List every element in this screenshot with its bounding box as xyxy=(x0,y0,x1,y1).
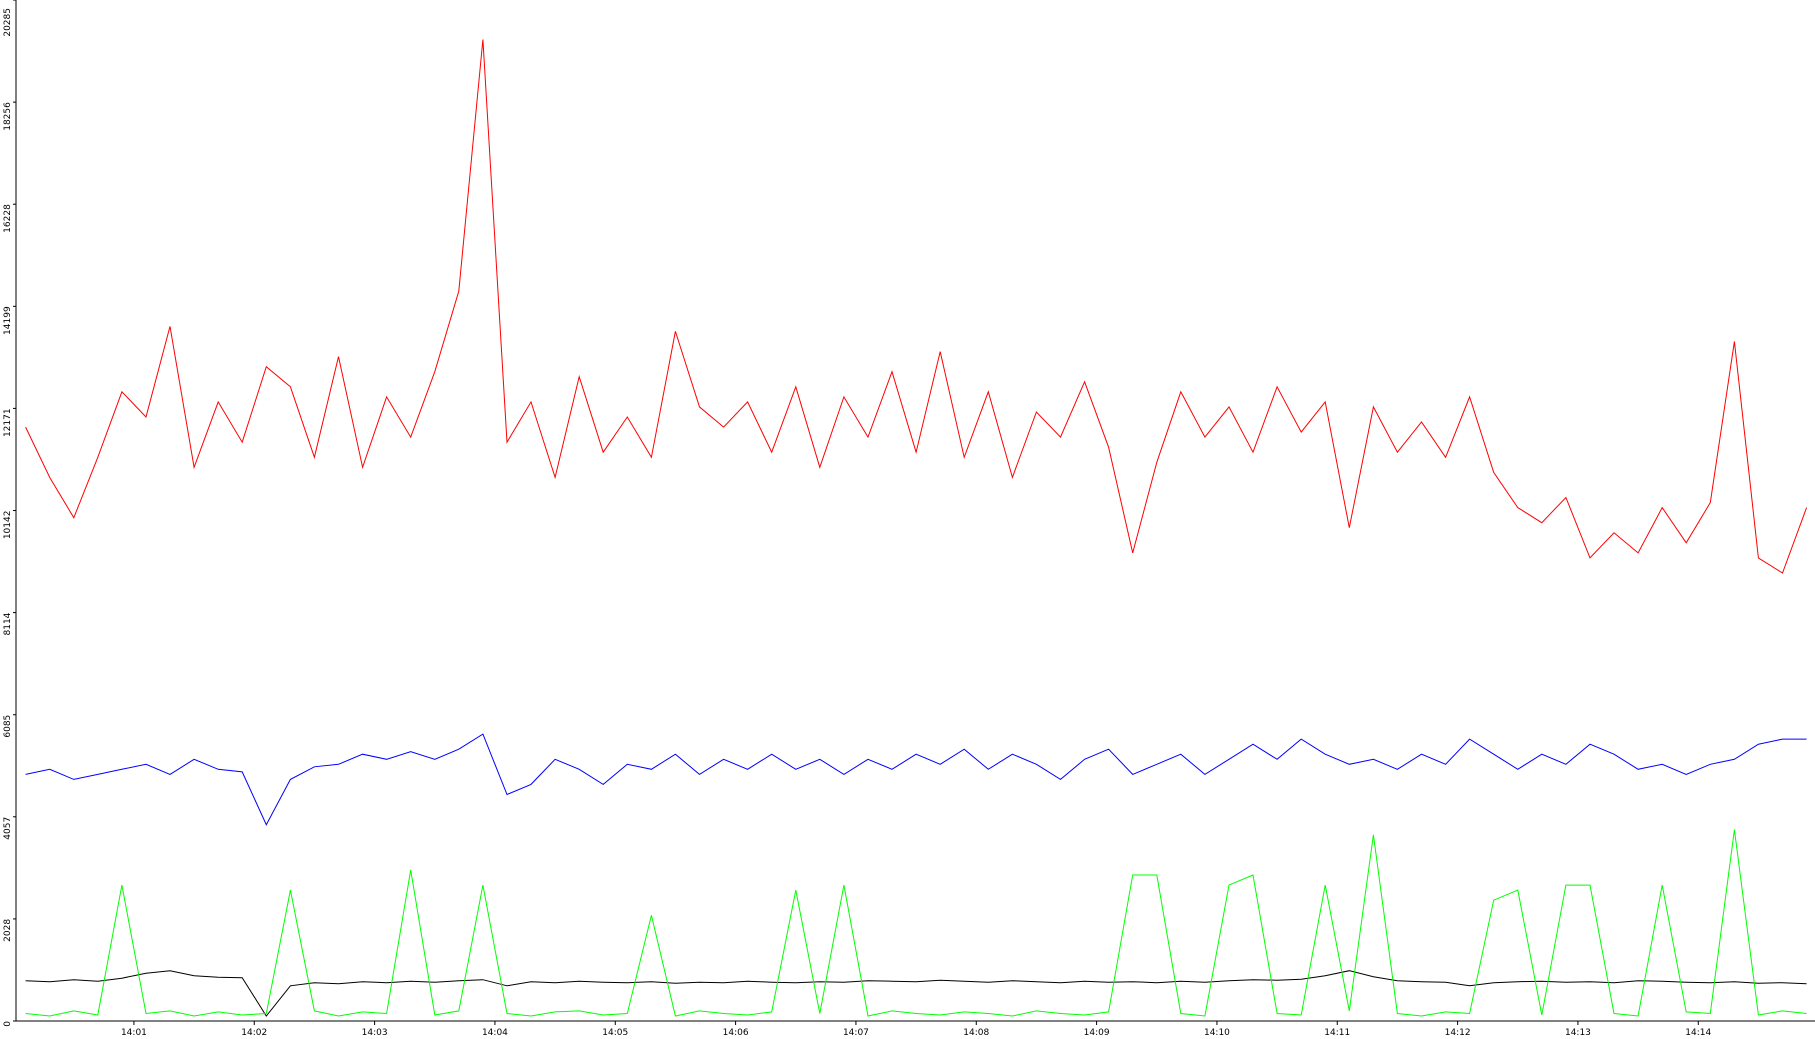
y-tick-label: 2028 xyxy=(3,919,13,942)
series-line xyxy=(25,733,1807,826)
x-tick-label: 14:11 xyxy=(1324,1028,1350,1038)
y-tick-label: 8114 xyxy=(3,612,13,635)
x-tick-label: 14:08 xyxy=(963,1028,989,1038)
y-tick-label: 20285 xyxy=(3,8,13,37)
y-tick-label: 16228 xyxy=(3,204,13,233)
x-tick-label: 14:05 xyxy=(602,1028,628,1038)
y-tick-label: 10142 xyxy=(3,511,13,540)
series-line xyxy=(25,970,1807,1017)
x-tick-label: 14:12 xyxy=(1445,1028,1471,1038)
series-line xyxy=(25,39,1808,574)
x-tick-label: 14:04 xyxy=(482,1028,508,1038)
x-tick-label: 14:01 xyxy=(121,1028,147,1038)
y-tick-label: 18256 xyxy=(3,102,13,131)
x-tick-label: 14:10 xyxy=(1204,1028,1230,1038)
y-tick-label: 6085 xyxy=(3,715,13,738)
y-tick-label: 12171 xyxy=(3,408,13,437)
y-tick-label: 4057 xyxy=(3,817,13,840)
y-tick-label: 0 xyxy=(3,1021,13,1027)
x-tick-label: 14:02 xyxy=(241,1028,267,1038)
x-tick-label: 14:06 xyxy=(723,1028,749,1038)
y-tick-label: 14199 xyxy=(3,306,13,335)
x-tick-label: 14:09 xyxy=(1084,1028,1110,1038)
x-tick-label: 14:03 xyxy=(362,1028,388,1038)
x-tick-label: 14:07 xyxy=(843,1028,869,1038)
x-tick-label: 14:14 xyxy=(1685,1028,1711,1038)
series-line xyxy=(25,829,1807,1017)
x-tick-label: 14:13 xyxy=(1565,1028,1591,1038)
